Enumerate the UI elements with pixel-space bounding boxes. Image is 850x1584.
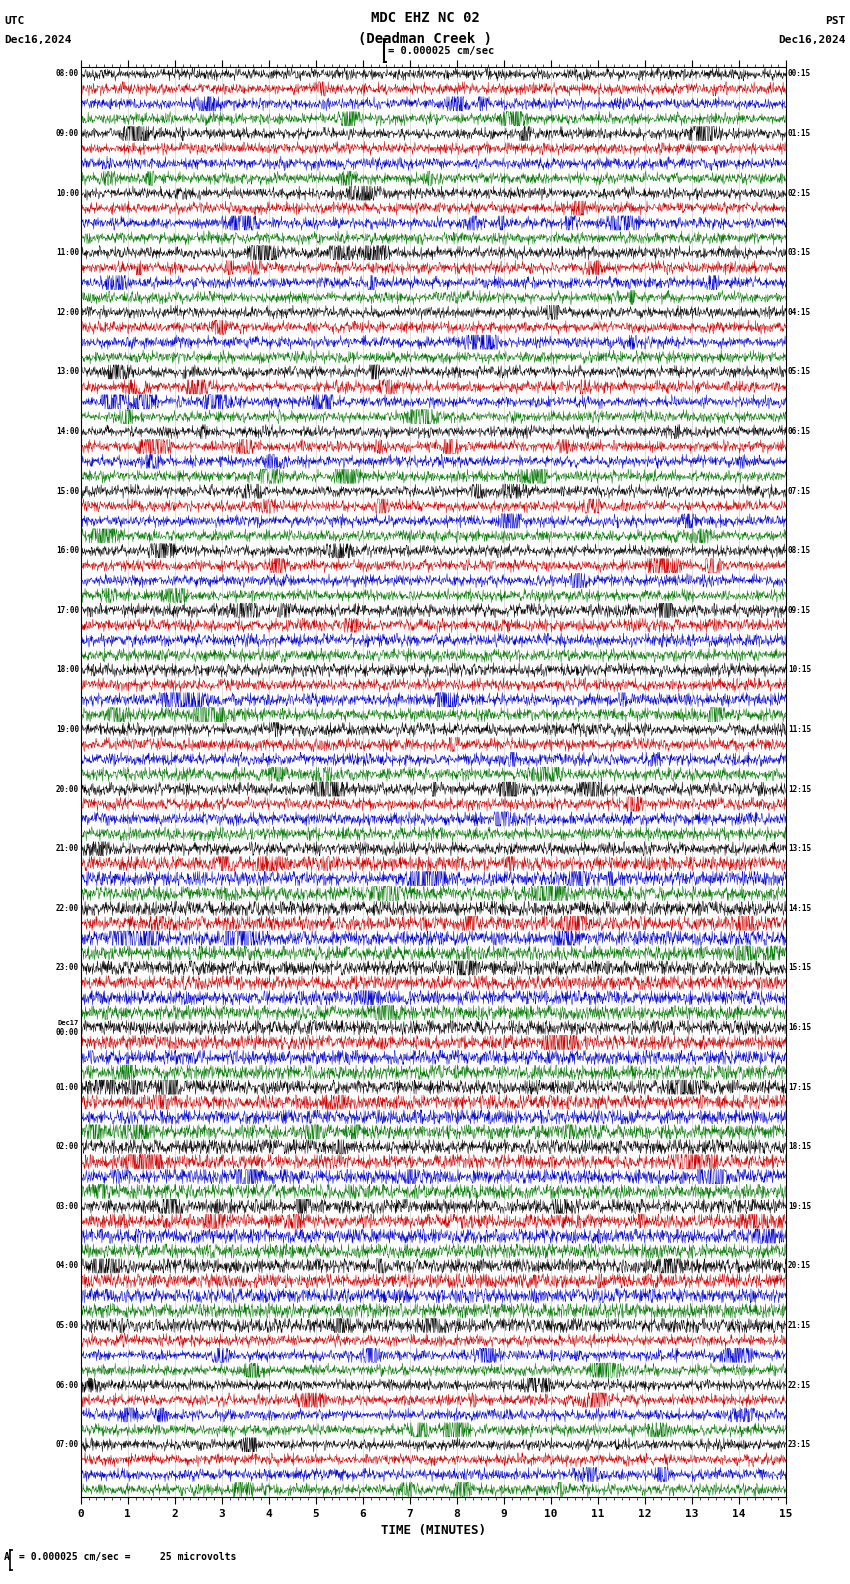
- Text: 16:15: 16:15: [788, 1023, 811, 1033]
- Text: 08:15: 08:15: [788, 546, 811, 556]
- Text: 12:00: 12:00: [56, 307, 79, 317]
- Text: 01:15: 01:15: [788, 128, 811, 138]
- Text: 13:15: 13:15: [788, 844, 811, 854]
- Text: 05:15: 05:15: [788, 367, 811, 377]
- Text: 11:00: 11:00: [56, 249, 79, 257]
- Text: 02:15: 02:15: [788, 188, 811, 198]
- Text: 07:00: 07:00: [56, 1440, 79, 1449]
- Text: Dec16,2024: Dec16,2024: [4, 35, 71, 44]
- Text: 03:15: 03:15: [788, 249, 811, 257]
- Text: 20:15: 20:15: [788, 1261, 811, 1270]
- Text: 18:00: 18:00: [56, 665, 79, 675]
- Text: 04:15: 04:15: [788, 307, 811, 317]
- X-axis label: TIME (MINUTES): TIME (MINUTES): [381, 1524, 486, 1536]
- Text: 17:15: 17:15: [788, 1082, 811, 1091]
- Text: 15:00: 15:00: [56, 486, 79, 496]
- Text: UTC: UTC: [4, 16, 25, 25]
- Text: 05:00: 05:00: [56, 1321, 79, 1331]
- Text: 12:15: 12:15: [788, 784, 811, 794]
- Text: 13:00: 13:00: [56, 367, 79, 377]
- Text: 00:00: 00:00: [56, 1028, 79, 1038]
- Text: 23:00: 23:00: [56, 963, 79, 973]
- Text: 22:15: 22:15: [788, 1381, 811, 1389]
- Text: 21:15: 21:15: [788, 1321, 811, 1331]
- Text: Dec16,2024: Dec16,2024: [779, 35, 846, 44]
- Text: 01:00: 01:00: [56, 1082, 79, 1091]
- Text: 09:00: 09:00: [56, 128, 79, 138]
- Text: 11:15: 11:15: [788, 725, 811, 733]
- Text: 06:00: 06:00: [56, 1381, 79, 1389]
- Text: 04:00: 04:00: [56, 1261, 79, 1270]
- Text: A: A: [3, 1552, 9, 1562]
- Text: 03:00: 03:00: [56, 1202, 79, 1210]
- Text: 23:15: 23:15: [788, 1440, 811, 1449]
- Text: 02:00: 02:00: [56, 1142, 79, 1152]
- Text: 17:00: 17:00: [56, 605, 79, 615]
- Text: 21:00: 21:00: [56, 844, 79, 854]
- Text: 18:15: 18:15: [788, 1142, 811, 1152]
- Text: Dec17: Dec17: [58, 1020, 79, 1026]
- Text: 08:00: 08:00: [56, 70, 79, 79]
- Text: 15:15: 15:15: [788, 963, 811, 973]
- Text: 14:15: 14:15: [788, 904, 811, 912]
- Text: 19:15: 19:15: [788, 1202, 811, 1210]
- Text: 10:15: 10:15: [788, 665, 811, 675]
- Text: 06:15: 06:15: [788, 428, 811, 436]
- Text: 07:15: 07:15: [788, 486, 811, 496]
- Text: 22:00: 22:00: [56, 904, 79, 912]
- Text: = 0.000025 cm/sec: = 0.000025 cm/sec: [388, 46, 495, 55]
- Text: 10:00: 10:00: [56, 188, 79, 198]
- Text: PST: PST: [825, 16, 846, 25]
- Text: 09:15: 09:15: [788, 605, 811, 615]
- Text: 20:00: 20:00: [56, 784, 79, 794]
- Text: 19:00: 19:00: [56, 725, 79, 733]
- Text: MDC EHZ NC 02: MDC EHZ NC 02: [371, 11, 479, 25]
- Text: = 0.000025 cm/sec =     25 microvolts: = 0.000025 cm/sec = 25 microvolts: [19, 1552, 236, 1562]
- Text: 14:00: 14:00: [56, 428, 79, 436]
- Text: (Deadman Creek ): (Deadman Creek ): [358, 32, 492, 46]
- Text: 16:00: 16:00: [56, 546, 79, 556]
- Text: 00:15: 00:15: [788, 70, 811, 79]
